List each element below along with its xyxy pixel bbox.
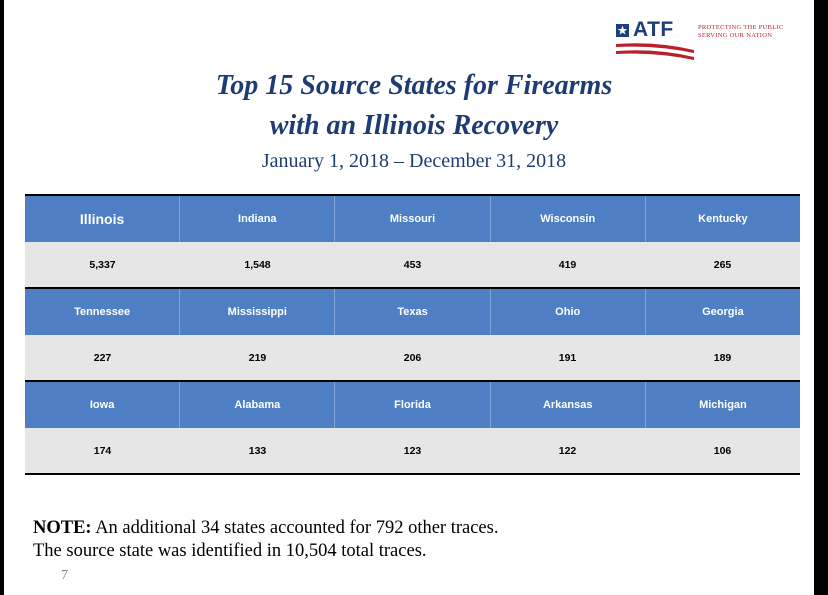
note-label: NOTE: (33, 518, 92, 538)
window-edge (814, 0, 828, 595)
note-text: NOTE: An additional 34 states accounted … (33, 517, 498, 563)
state-cell: Wisconsin (489, 196, 645, 242)
table-header-row: Illinois Indiana Missouri Wisconsin Kent… (25, 196, 800, 242)
state-cell: Kentucky (644, 196, 800, 242)
table-value-row: 227 219 206 191 189 (25, 335, 800, 382)
logo-tagline: Protecting the Public Serving Our Nation (698, 24, 784, 40)
state-cell: Indiana (179, 196, 334, 242)
note-line1-text: An additional 34 states accounted for 79… (91, 518, 499, 538)
date-range-subtitle: January 1, 2018 – December 31, 2018 (261, 150, 567, 172)
logo-tagline-line2: Serving Our Nation (698, 32, 773, 39)
state-cell: Mississippi (179, 289, 334, 335)
state-cell: Florida (334, 382, 489, 428)
trace-count-cell: 419 (558, 258, 577, 271)
trace-count-cell: 106 (713, 444, 732, 457)
slide-title-line2: with an Illinois Recovery (269, 110, 559, 141)
state-cell: Ohio (489, 289, 645, 335)
trace-count-cell: 219 (248, 351, 267, 364)
table-header-row: Tennessee Mississippi Texas Ohio Georgia (25, 289, 800, 335)
state-cell: Iowa (89, 399, 115, 411)
source-states-table: Illinois Indiana Missouri Wisconsin Kent… (25, 194, 800, 475)
note-line1: NOTE: An additional 34 states accounted … (33, 517, 498, 540)
state-cell: Georgia (644, 289, 800, 335)
state-cell: Missouri (334, 196, 489, 242)
flag-swoosh-icon (616, 43, 694, 60)
trace-count-cell: 1,548 (244, 258, 271, 271)
atf-logo: ATF Protecting the Public Serving Our Na… (616, 18, 786, 68)
trace-count-cell: 206 (403, 351, 422, 364)
trace-count-cell: 5,337 (89, 258, 116, 271)
trace-count-cell: 191 (558, 351, 577, 364)
state-cell: Alabama (179, 382, 334, 428)
trace-count-cell: 174 (93, 444, 112, 457)
trace-count-cell: 189 (713, 351, 732, 364)
note-line2: The source state was identified in 10,50… (33, 541, 427, 561)
star-icon (616, 24, 629, 37)
logo-text: ATF (633, 18, 674, 41)
state-cell: Texas (334, 289, 489, 335)
slide-title-line1: Top 15 Source States for Firearms (215, 70, 613, 101)
state-cell: Arkansas (489, 382, 645, 428)
trace-count-cell: 122 (558, 444, 577, 457)
table-value-row: 5,337 1,548 453 419 265 (25, 242, 800, 289)
trace-count-cell: 453 (403, 258, 422, 271)
slide-title: Top 15 Source States for Firearms with a… (0, 66, 828, 146)
trace-count-cell: 123 (403, 444, 422, 457)
state-cell: Michigan (644, 382, 800, 428)
trace-count-cell: 227 (93, 351, 112, 364)
trace-count-cell: 133 (248, 444, 267, 457)
state-cell: Tennessee (74, 306, 131, 318)
trace-count-cell: 265 (713, 258, 732, 271)
page-number: 7 (61, 568, 68, 583)
table-value-row: 174 133 123 122 106 (25, 428, 800, 475)
state-cell: Illinois (79, 211, 125, 227)
logo-tagline-line1: Protecting the Public (698, 24, 784, 31)
table-header-row: Iowa Alabama Florida Arkansas Michigan (25, 382, 800, 428)
